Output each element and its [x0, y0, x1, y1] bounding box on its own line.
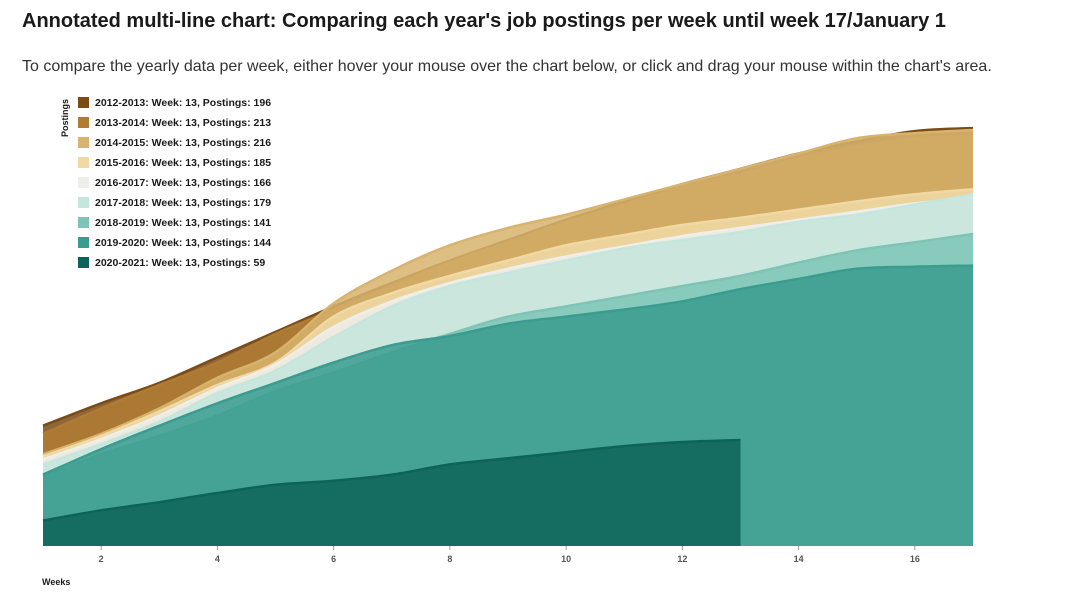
legend-swatch — [78, 157, 89, 168]
legend-swatch — [78, 117, 89, 128]
line-2017-2018[interactable] — [42, 193, 974, 466]
line-2016-2017[interactable] — [42, 196, 974, 461]
series-areas[interactable] — [42, 126, 974, 547]
legend-swatch — [78, 217, 89, 228]
x-tick-label: 6 — [331, 554, 336, 564]
legend-swatch — [78, 257, 89, 268]
legend-swatch — [78, 137, 89, 148]
x-axis: 2 4 6 8 10 12 14 16 — [99, 546, 920, 564]
legend-entry: 2015-2016: Week: 13, Postings: 185 — [95, 157, 271, 169]
x-tick-label: 14 — [794, 554, 804, 564]
x-tick-label: 10 — [561, 554, 571, 564]
legend-entry: 2019-2020: Week: 13, Postings: 144 — [95, 237, 271, 249]
line-2014-2015[interactable] — [42, 128, 974, 456]
legend-swatch — [78, 197, 89, 208]
legend: 2012-2013: Week: 13, Postings: 196 2013-2… — [78, 97, 271, 269]
x-tick-label: 2 — [99, 554, 104, 564]
y-axis-label: Postings — [60, 99, 70, 137]
line-2020-2021[interactable] — [42, 438, 741, 522]
x-tick-label: 12 — [677, 554, 687, 564]
x-axis-label: Weeks — [42, 577, 70, 587]
legend-entry: 2017-2018: Week: 13, Postings: 179 — [95, 197, 271, 209]
area-2020-2021[interactable] — [43, 440, 741, 546]
x-tick-label: 8 — [447, 554, 452, 564]
legend-entry: 2013-2014: Week: 13, Postings: 213 — [95, 117, 271, 129]
line-2019-2020[interactable] — [42, 264, 974, 476]
legend-entry: 2014-2015: Week: 13, Postings: 216 — [95, 137, 271, 149]
x-tick-label: 16 — [910, 554, 920, 564]
legend-entry: 2018-2019: Week: 13, Postings: 141 — [95, 217, 271, 229]
legend-entry: 2016-2017: Week: 13, Postings: 166 — [95, 177, 271, 189]
x-tick-label: 4 — [215, 554, 220, 564]
legend-swatch — [78, 177, 89, 188]
line-2015-2016[interactable] — [42, 187, 974, 458]
legend-entry: 2012-2013: Week: 13, Postings: 196 — [95, 97, 271, 109]
legend-swatch — [78, 237, 89, 248]
legend-swatch — [78, 97, 89, 108]
legend-entry: 2020-2021: Week: 13, Postings: 59 — [95, 257, 265, 269]
chart-title: Annotated multi-line chart: Comparing ea… — [22, 10, 946, 32]
chart-subtitle: To compare the yearly data per week, eit… — [22, 58, 992, 75]
